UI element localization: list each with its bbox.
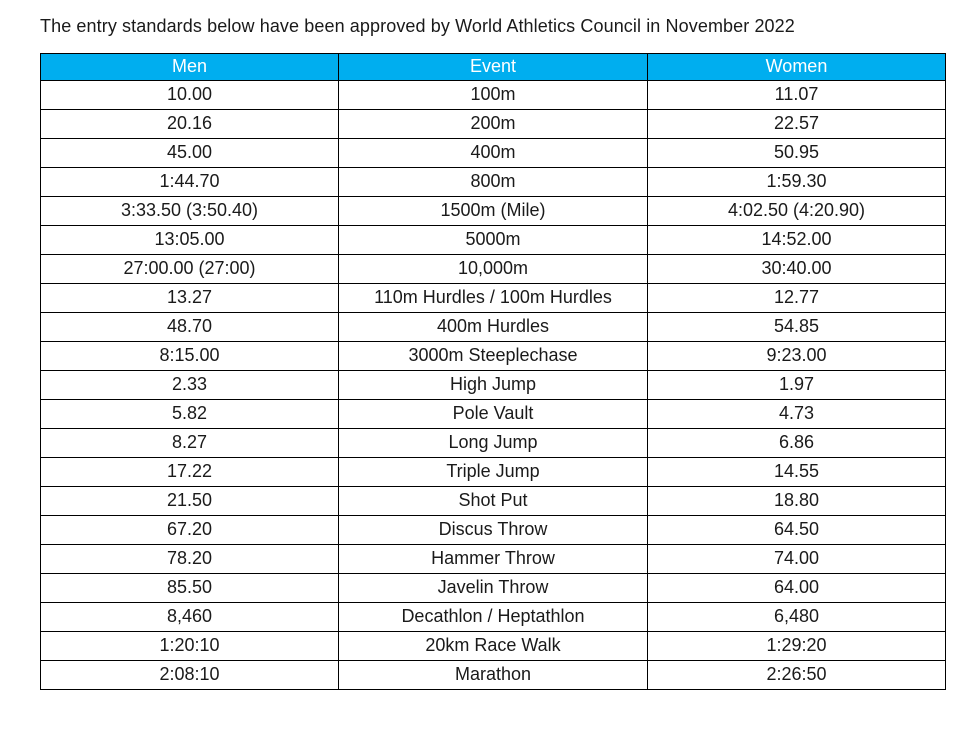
event-cell: High Jump (338, 369, 648, 400)
event-cell: 3000m Steeplechase (338, 340, 648, 371)
table-row: 48.70 400m Hurdles 54.85 (40, 311, 946, 342)
intro-text: The entry standards below have been appr… (40, 16, 795, 36)
women-standard-cell: 22.57 (647, 108, 946, 139)
women-standard-cell: 64.00 (647, 572, 946, 603)
men-standard-cell: 21.50 (40, 485, 339, 516)
event-cell: Hammer Throw (338, 543, 648, 574)
event-cell: 400m Hurdles (338, 311, 648, 342)
women-standard-cell: 50.95 (647, 137, 946, 168)
women-standard-cell: 1:29:20 (647, 630, 946, 661)
women-standard-cell: 4:02.50 (4:20.90) (647, 195, 946, 226)
event-cell: Pole Vault (338, 398, 648, 429)
table-row: 17.22 Triple Jump 14.55 (40, 456, 946, 487)
women-standard-cell: 14:52.00 (647, 224, 946, 255)
entry-standards-table: Men Event Women 10.00 100m 11.07 20.16 200m 2… (40, 52, 946, 690)
women-standard-cell: 2:26:50 (647, 659, 946, 690)
men-standard-cell: 13:05.00 (40, 224, 339, 255)
event-cell: Triple Jump (338, 456, 648, 487)
event-cell: 1500m (Mile) (338, 195, 648, 226)
men-standard-cell: 5.82 (40, 398, 339, 429)
men-standard-cell: 10.00 (40, 79, 339, 110)
event-cell: Javelin Throw (338, 572, 648, 603)
men-standard-cell: 27:00.00 (27:00) (40, 253, 339, 284)
event-cell: Long Jump (338, 427, 648, 458)
men-standard-cell: 8,460 (40, 601, 339, 632)
men-column-header: Men (40, 52, 339, 81)
table-row: 2.33 High Jump 1.97 (40, 369, 946, 400)
table-row: 8,460 Decathlon / Heptathlon 6,480 (40, 601, 946, 632)
women-standard-cell: 30:40.00 (647, 253, 946, 284)
table-row: 21.50 Shot Put 18.80 (40, 485, 946, 516)
women-standard-cell: 11.07 (647, 79, 946, 110)
men-standard-cell: 45.00 (40, 137, 339, 168)
event-cell: 10,000m (338, 253, 648, 284)
event-cell: Shot Put (338, 485, 648, 516)
table-row: 8.27 Long Jump 6.86 (40, 427, 946, 458)
table-row: 10.00 100m 11.07 (40, 79, 946, 110)
men-standard-cell: 78.20 (40, 543, 339, 574)
women-standard-cell: 1.97 (647, 369, 946, 400)
women-standard-cell: 54.85 (647, 311, 946, 342)
men-standard-cell: 2:08:10 (40, 659, 339, 690)
table-header-row: Men Event Women (40, 52, 946, 81)
event-cell: 800m (338, 166, 648, 197)
page: The entry standards below have been appr… (40, 16, 946, 690)
women-standard-cell: 14.55 (647, 456, 946, 487)
table-row: 2:08:10 Marathon 2:26:50 (40, 659, 946, 690)
table-row: 8:15.00 3000m Steeplechase 9:23.00 (40, 340, 946, 371)
men-standard-cell: 13.27 (40, 282, 339, 313)
women-standard-cell: 12.77 (647, 282, 946, 313)
men-standard-cell: 8:15.00 (40, 340, 339, 371)
men-standard-cell: 85.50 (40, 572, 339, 603)
men-standard-cell: 48.70 (40, 311, 339, 342)
men-standard-cell: 3:33.50 (3:50.40) (40, 195, 339, 226)
event-cell: 5000m (338, 224, 648, 255)
women-standard-cell: 64.50 (647, 514, 946, 545)
event-cell: Discus Throw (338, 514, 648, 545)
table-row: 78.20 Hammer Throw 74.00 (40, 543, 946, 574)
event-cell: 20km Race Walk (338, 630, 648, 661)
men-standard-cell: 67.20 (40, 514, 339, 545)
women-column-header: Women (647, 52, 946, 81)
women-standard-cell: 6,480 (647, 601, 946, 632)
women-standard-cell: 4.73 (647, 398, 946, 429)
women-standard-cell: 9:23.00 (647, 340, 946, 371)
men-standard-cell: 1:20:10 (40, 630, 339, 661)
event-cell: 200m (338, 108, 648, 139)
table-row: 5.82 Pole Vault 4.73 (40, 398, 946, 429)
men-standard-cell: 1:44.70 (40, 166, 339, 197)
men-standard-cell: 2.33 (40, 369, 339, 400)
table-row: 13.27 110m Hurdles / 100m Hurdles 12.77 (40, 282, 946, 313)
table-row: 1:44.70 800m 1:59.30 (40, 166, 946, 197)
women-standard-cell: 18.80 (647, 485, 946, 516)
women-standard-cell: 6.86 (647, 427, 946, 458)
table-row: 67.20 Discus Throw 64.50 (40, 514, 946, 545)
event-cell: Decathlon / Heptathlon (338, 601, 648, 632)
table-row: 27:00.00 (27:00) 10,000m 30:40.00 (40, 253, 946, 284)
men-standard-cell: 8.27 (40, 427, 339, 458)
table-row: 85.50 Javelin Throw 64.00 (40, 572, 946, 603)
event-cell: 100m (338, 79, 648, 110)
men-standard-cell: 17.22 (40, 456, 339, 487)
event-column-header: Event (338, 52, 648, 81)
event-cell: 110m Hurdles / 100m Hurdles (338, 282, 648, 313)
table-body: 10.00 100m 11.07 20.16 200m 22.57 45.00 400m 50.… (40, 79, 946, 690)
table-row: 3:33.50 (3:50.40) 1500m (Mile) 4:02.50 (4:… (40, 195, 946, 226)
men-standard-cell: 20.16 (40, 108, 339, 139)
table-row: 1:20:10 20km Race Walk 1:29:20 (40, 630, 946, 661)
event-cell: 400m (338, 137, 648, 168)
table-row: 13:05.00 5000m 14:52.00 (40, 224, 946, 255)
event-cell: Marathon (338, 659, 648, 690)
table-row: 20.16 200m 22.57 (40, 108, 946, 139)
table-row: 45.00 400m 50.95 (40, 137, 946, 168)
women-standard-cell: 1:59.30 (647, 166, 946, 197)
women-standard-cell: 74.00 (647, 543, 946, 574)
